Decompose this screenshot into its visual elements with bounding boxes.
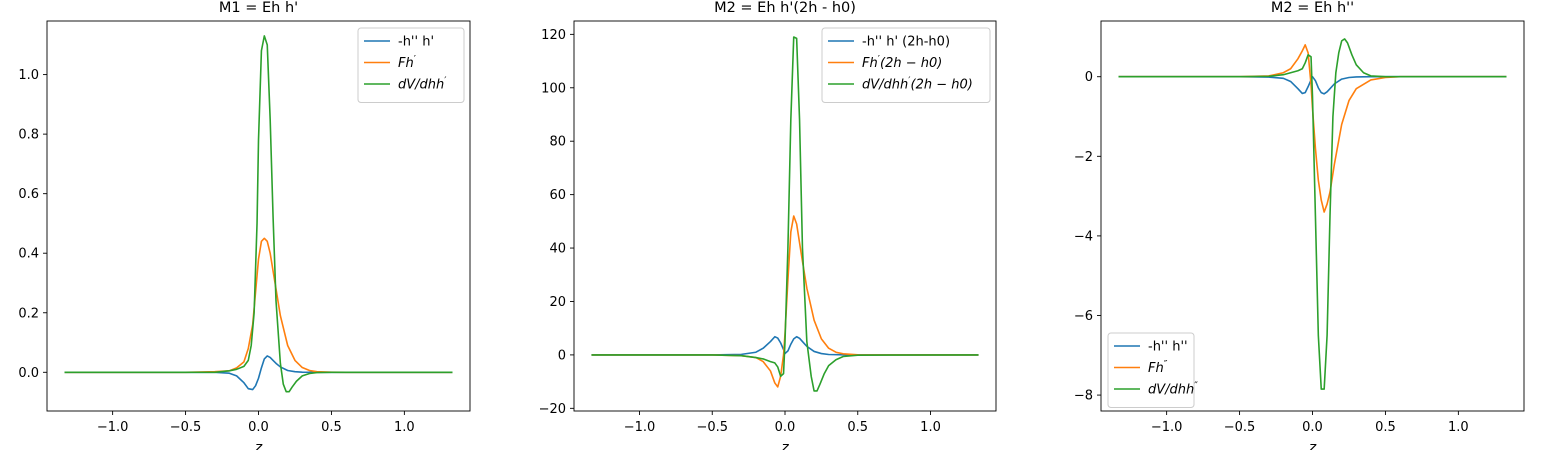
x-tick-label: 0.0 [248, 420, 269, 435]
series-line-2 [64, 237, 453, 374]
series-line-3 [591, 36, 979, 392]
legend-entry-label: -h'' h' [398, 35, 434, 50]
series-line-1 [64, 355, 453, 391]
chart-panel-1: −1.0 −0.5 0.0 0.5 1.0 0.0 0.2 0.4 0.6 0.8 1.0 M1 = … [18, 0, 471, 450]
legend-box [821, 27, 991, 103]
x-tick-label: 1.0 [1448, 420, 1469, 435]
x-axis-label: z [1308, 440, 1317, 450]
y-tick-label: −8 [1074, 389, 1093, 404]
y-tick-label: 0.4 [18, 247, 39, 262]
x-tick-label: −1.0 [624, 420, 656, 435]
y-tick-label: 0 [1085, 70, 1093, 85]
legend-entry-label: -h'' h'' [1148, 340, 1188, 355]
legend: -h'' h'' Fh″ dV/dhh″ [1107, 332, 1198, 408]
y-tick-label: 0.0 [18, 366, 39, 381]
y-tick-label: 40 [549, 242, 566, 257]
chart-panel-2: −1.0 −0.5 0.0 0.5 1.0 −20 0 20 40 60 80 100 120 M2 = … [539, 0, 997, 450]
y-tick-label: 80 [549, 135, 566, 150]
y-tick-label: 0.8 [18, 128, 39, 143]
y-tick-label: −20 [539, 402, 566, 417]
y-tick-label: 0.2 [18, 306, 39, 321]
x-tick-label: −1.0 [97, 420, 129, 435]
legend-entry-label: Fh′ [398, 54, 417, 71]
legend-entry-label: -h'' h' (2h-h0) [862, 35, 950, 50]
y-tick-label: 1.0 [18, 68, 39, 83]
y-tick-label: −2 [1074, 150, 1093, 165]
y-tick-label: 0.6 [18, 187, 39, 202]
x-tick-label: 0.0 [1302, 420, 1323, 435]
x-tick-label: 0.5 [847, 420, 868, 435]
x-tick-label: 1.0 [394, 420, 415, 435]
legend-entry-label: dV/dhh″ [1148, 381, 1198, 398]
legend: -h'' h' Fh′ dV/dhh′ [357, 27, 465, 103]
legend-entry-label: dV/dhh′(2h − h0) [862, 76, 973, 93]
series-line-2 [591, 215, 979, 388]
series-line-2 [1118, 44, 1507, 213]
chart-title: M1 = Eh h' [219, 0, 298, 16]
chart-title: M2 = Eh h'' [1271, 0, 1354, 16]
series-line-3 [64, 35, 453, 393]
chart-title: M2 = Eh h'(2h - h0) [714, 0, 856, 16]
legend: -h'' h' (2h-h0) Fh′(2h − h0) dV/dhh′(2h − … [821, 27, 991, 103]
x-tick-label: 0.5 [321, 420, 342, 435]
x-tick-label: 0.0 [775, 420, 796, 435]
x-tick-label: −0.5 [696, 420, 728, 435]
y-tick-label: 60 [549, 188, 566, 203]
legend-entry-label: Fh′(2h − h0) [862, 54, 942, 71]
x-axis-label: z [780, 440, 789, 450]
x-axis-label: z [254, 440, 263, 450]
legend-entry-label: Fh″ [1148, 359, 1168, 376]
chart-panel-3: −1.0 −0.5 0.0 0.5 1.0 −8 −6 −4 −2 0 M2 = Eh h'' z -h… [1074, 0, 1525, 450]
x-tick-label: −0.5 [1224, 420, 1256, 435]
series-line-1 [1118, 75, 1507, 95]
y-tick-label: −4 [1074, 229, 1093, 244]
y-tick-label: 20 [549, 295, 566, 310]
y-tick-label: 100 [541, 81, 566, 96]
series-line-1 [591, 335, 979, 356]
x-tick-label: 1.0 [920, 420, 941, 435]
y-tick-label: 0 [558, 348, 566, 363]
x-tick-label: −0.5 [170, 420, 202, 435]
x-tick-label: 0.5 [1375, 420, 1396, 435]
series-line-3 [1118, 38, 1507, 390]
legend-entry-label: dV/dhh′ [398, 76, 447, 93]
x-tick-label: −1.0 [1151, 420, 1183, 435]
y-tick-label: −6 [1074, 309, 1093, 324]
y-tick-label: 120 [541, 28, 566, 43]
